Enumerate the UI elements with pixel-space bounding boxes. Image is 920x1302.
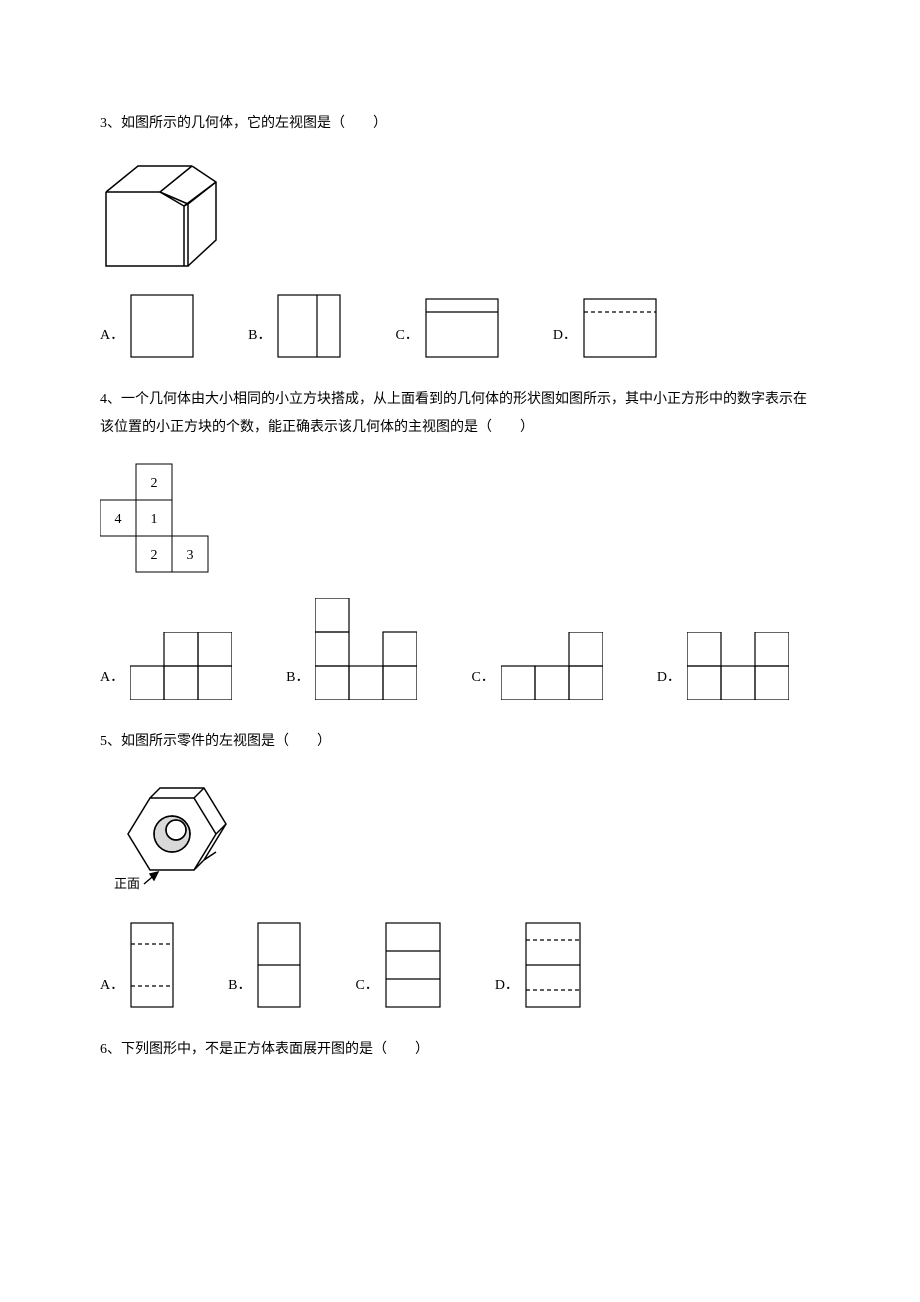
option-label: B． (286, 666, 309, 686)
q4-option-c: C． (471, 632, 602, 700)
option-label: D． (495, 974, 519, 994)
question-5: 5、如图所示零件的左视图是（ ） (100, 728, 820, 1008)
q3-option-b: B． (248, 294, 341, 358)
hex-nut-icon: 正面 (100, 774, 250, 904)
q3-option-a: A． (100, 294, 194, 358)
q5-option-a: A． (100, 922, 174, 1008)
question-4-topview: 2 4 1 2 3 (100, 460, 820, 580)
question-6: 6、下列图形中，不是正方体表面展开图的是（ ） (100, 1036, 820, 1064)
cell-val: 4 (115, 512, 122, 527)
option-label: A． (100, 666, 124, 686)
question-3-text: 3、如图所示的几何体，它的左视图是（ ） (100, 110, 820, 138)
square-dashline-icon (583, 298, 657, 358)
option-label: C． (471, 666, 494, 686)
leftview-a-icon (130, 922, 174, 1008)
option-label: D． (553, 324, 577, 344)
q4-option-a: A． (100, 632, 232, 700)
option-label: B． (228, 974, 251, 994)
option-label: B． (248, 324, 271, 344)
q5-option-d: D． (495, 922, 581, 1008)
topview-grid-icon: 2 4 1 2 3 (100, 460, 240, 580)
frontview-b-icon (315, 598, 417, 700)
option-label: D． (657, 666, 681, 686)
option-label: C． (395, 324, 418, 344)
q4-option-b: B． (286, 598, 417, 700)
question-6-text: 6、下列图形中，不是正方体表面展开图的是（ ） (100, 1036, 820, 1064)
frontview-c-icon (501, 632, 603, 700)
q4-option-d: D． (657, 632, 789, 700)
leftview-d-icon (525, 922, 581, 1008)
question-3: 3、如图所示的几何体，它的左视图是（ ） (100, 110, 820, 358)
q5-option-b: B． (228, 922, 301, 1008)
q5-option-c: C． (355, 922, 440, 1008)
leftview-b-icon (257, 922, 301, 1008)
frontview-d-icon (687, 632, 789, 700)
square-plain-icon (130, 294, 194, 358)
question-4-options: A． B． C． (100, 598, 820, 700)
cell-val: 2 (151, 548, 158, 563)
option-label: C． (355, 974, 378, 994)
cell-val: 3 (187, 548, 194, 563)
question-5-text: 5、如图所示零件的左视图是（ ） (100, 728, 820, 756)
option-label: A． (100, 324, 124, 344)
option-label: A． (100, 974, 124, 994)
question-4-text: 4、一个几何体由大小相同的小立方块搭成，从上面看到的几何体的形状图如图所示，其中… (100, 386, 820, 442)
cube-chamfer-icon (100, 156, 230, 276)
frontview-a-icon (130, 632, 232, 700)
cell-val: 2 (151, 476, 158, 491)
cell-val: 1 (151, 512, 158, 527)
question-5-options: A． B． C． (100, 922, 820, 1008)
question-3-figure (100, 156, 820, 276)
square-vline-icon (277, 294, 341, 358)
leftview-c-icon (385, 922, 441, 1008)
question-4: 4、一个几何体由大小相同的小立方块搭成，从上面看到的几何体的形状图如图所示，其中… (100, 386, 820, 700)
q3-option-d: D． (553, 298, 657, 358)
front-label: 正面 (114, 876, 140, 891)
question-3-options: A． B． C． D． (100, 294, 820, 358)
square-hline-icon (425, 298, 499, 358)
q3-option-c: C． (395, 298, 498, 358)
question-5-figure: 正面 (100, 774, 820, 904)
